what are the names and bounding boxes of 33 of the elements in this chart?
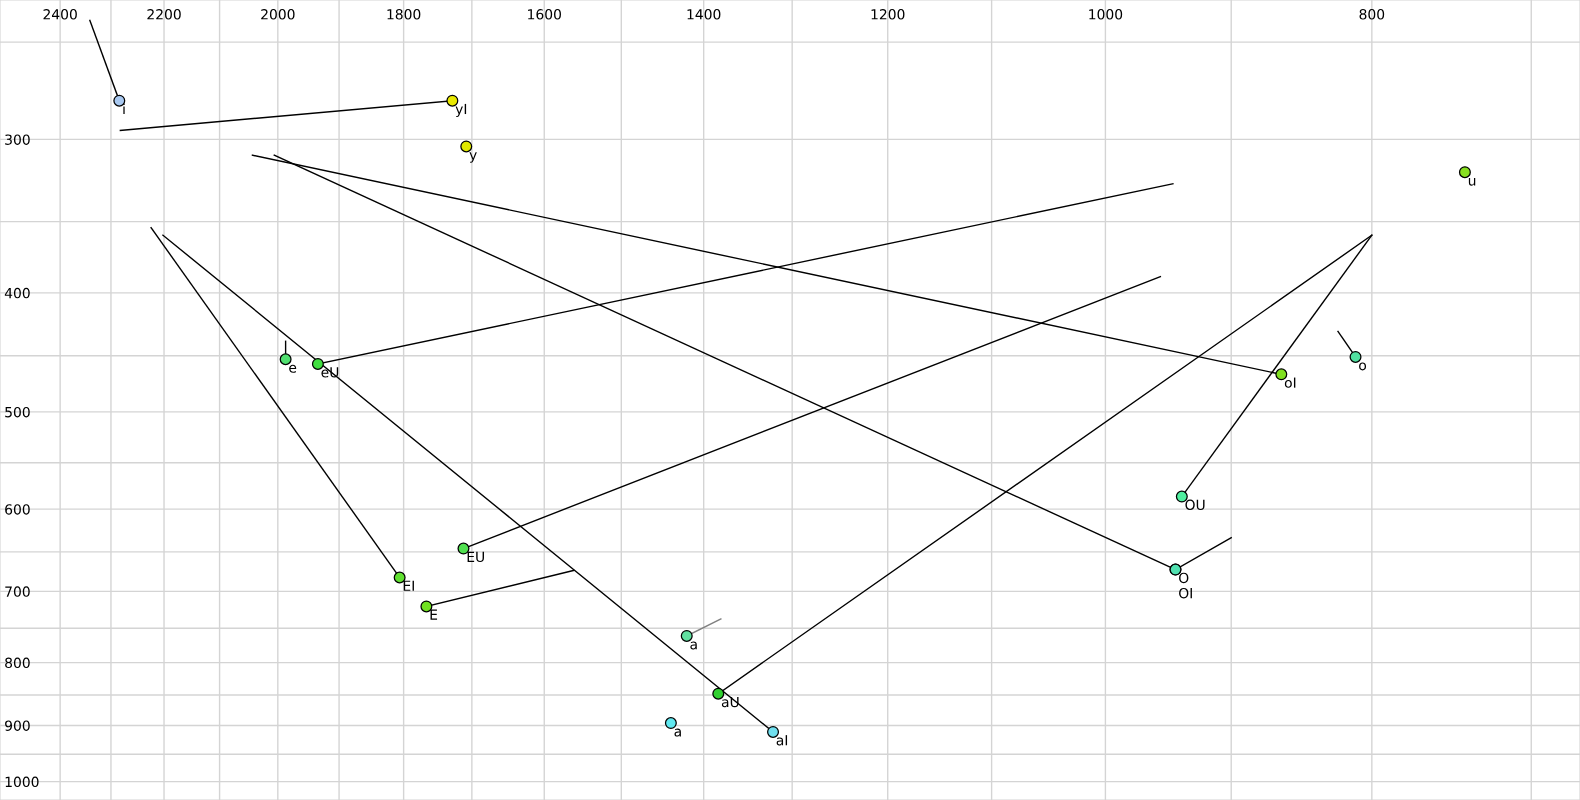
y-tick-label: 300 [5, 134, 30, 145]
y-tick-label: 800 [5, 657, 30, 669]
y-tick-label: 400 [4, 287, 30, 299]
x-tick-label: 2400 [43, 9, 77, 20]
x-tick-label: 800 [1359, 9, 1385, 20]
y-tick-label: 1000 [5, 776, 39, 788]
x-tick-label: 1600 [528, 9, 561, 20]
annotation: aI [776, 735, 788, 746]
annotation: EU [467, 551, 484, 563]
annotation: a [690, 641, 697, 650]
annotation: oI [1284, 377, 1296, 388]
x-tick-label: 2000 [261, 9, 295, 20]
x-tick-label: 1400 [687, 9, 721, 20]
annotation: yI [455, 103, 467, 117]
annotation: e [289, 364, 297, 373]
annotation: OI [1179, 587, 1192, 599]
y-tick-label: 900 [5, 720, 30, 731]
x-tick-label: 1000 [1089, 9, 1123, 20]
x-tick-label: 2200 [147, 9, 181, 20]
annotation: a [674, 728, 681, 737]
annotation: EI [403, 580, 414, 591]
annotation: u [1468, 177, 1476, 186]
annotation: E [430, 609, 438, 620]
x-tick-label: 1200 [871, 9, 905, 20]
y-tick-label: 700 [5, 586, 30, 597]
annotation: o [1359, 362, 1367, 371]
x-tick-label: 1800 [387, 9, 421, 20]
y-tick-label: 600 [5, 504, 30, 515]
annotation: i [123, 103, 125, 115]
annotation: OU [1185, 499, 1205, 511]
y-tick-label: 500 [5, 406, 30, 418]
annotation: O [1179, 572, 1189, 584]
annotation: y [469, 152, 477, 163]
